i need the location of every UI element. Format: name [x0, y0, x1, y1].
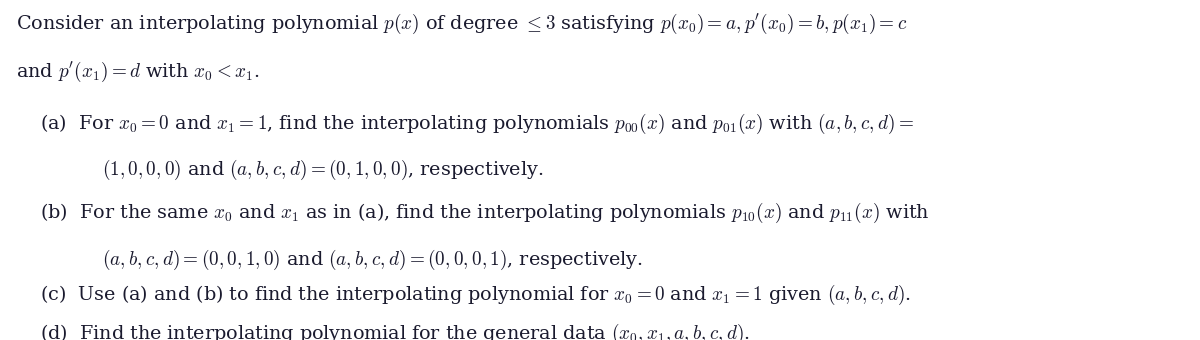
- Text: $(1, 0, 0, 0)$ and $(a, b, c, d) = (0, 1, 0, 0)$, respectively.: $(1, 0, 0, 0)$ and $(a, b, c, d) = (0, 1…: [102, 158, 544, 182]
- Text: and $p'(x_1) = d$ with $x_0 < x_1$.: and $p'(x_1) = d$ with $x_0 < x_1$.: [16, 59, 259, 84]
- Text: (c)  Use (a) and (b) to find the interpolating polynomial for $x_0 = 0$ and $x_1: (c) Use (a) and (b) to find the interpol…: [40, 283, 911, 307]
- Text: Consider an interpolating polynomial $p(x)$ of degree $\leq 3$ satisfying $p(x_0: Consider an interpolating polynomial $p(…: [16, 12, 907, 36]
- Text: (a)  For $x_0 = 0$ and $x_1 = 1$, find the interpolating polynomials $p_{00}(x)$: (a) For $x_0 = 0$ and $x_1 = 1$, find th…: [40, 112, 914, 136]
- Text: (d)  Find the interpolating polynomial for the general data $(x_0, x_1, a, b, c,: (d) Find the interpolating polynomial fo…: [40, 322, 750, 340]
- Text: (b)  For the same $x_0$ and $x_1$ as in (a), find the interpolating polynomials : (b) For the same $x_0$ and $x_1$ as in (…: [40, 201, 929, 225]
- Text: $(a, b, c, d) = (0, 0, 1, 0)$ and $(a, b, c, d) = (0, 0, 0, 1)$, respectively.: $(a, b, c, d) = (0, 0, 1, 0)$ and $(a, b…: [102, 248, 642, 272]
